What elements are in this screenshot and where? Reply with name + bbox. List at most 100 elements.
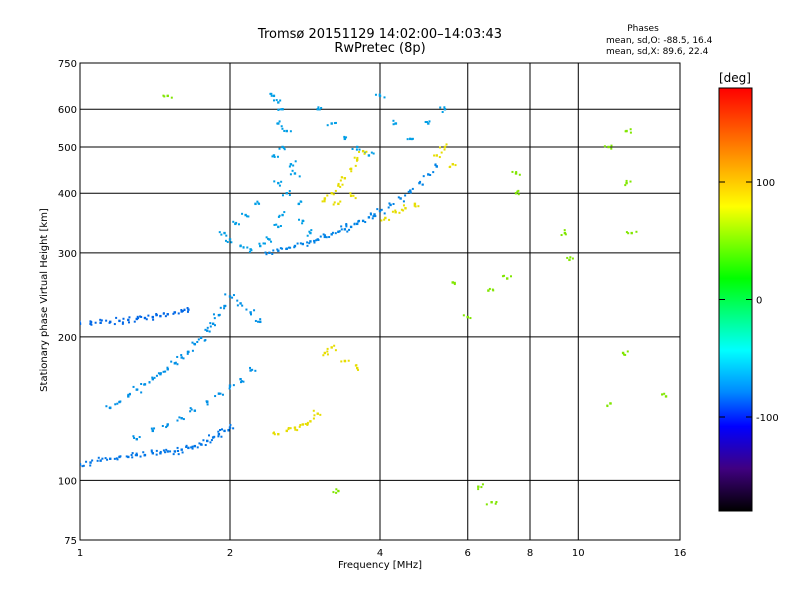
data-point	[289, 246, 292, 249]
data-point	[130, 453, 133, 456]
data-point	[306, 421, 309, 424]
data-point	[315, 239, 318, 242]
legend-line-o: mean, sd,O: -88.5, 16.4	[606, 36, 713, 46]
data-point	[101, 457, 104, 460]
data-point	[277, 225, 280, 229]
data-point	[372, 152, 375, 155]
data-point	[440, 151, 443, 154]
data-point	[355, 366, 359, 370]
data-point	[186, 350, 189, 353]
data-point	[624, 353, 627, 356]
data-point	[339, 200, 342, 203]
data-point	[300, 200, 303, 203]
data-point	[246, 215, 249, 218]
data-point	[205, 329, 209, 332]
data-point	[248, 250, 251, 253]
data-point	[279, 224, 282, 227]
data-point	[249, 369, 252, 372]
data-point	[438, 146, 441, 149]
data-point	[174, 361, 177, 364]
data-point	[451, 281, 454, 284]
data-point	[273, 433, 276, 436]
data-point	[236, 304, 239, 307]
x-tick-label: 8	[527, 548, 533, 559]
data-point	[151, 377, 155, 381]
data-point	[142, 451, 145, 454]
data-point	[394, 209, 397, 212]
data-point	[159, 450, 162, 453]
x-tick-label: 10	[572, 548, 585, 559]
data-point	[272, 99, 275, 102]
data-point	[232, 220, 235, 223]
data-point	[335, 491, 338, 494]
data-point	[518, 173, 521, 176]
data-point	[270, 94, 273, 97]
data-point	[214, 395, 217, 398]
data-point	[135, 438, 138, 441]
data-point	[319, 413, 322, 416]
data-point	[409, 189, 412, 192]
data-point	[191, 341, 194, 344]
data-point	[462, 314, 465, 317]
data-point	[318, 108, 321, 111]
data-point	[133, 436, 136, 439]
data-point	[299, 424, 302, 427]
x-tick-label: 4	[377, 548, 383, 559]
data-point	[277, 101, 280, 104]
data-point	[411, 138, 414, 141]
data-point	[354, 197, 357, 200]
data-point	[127, 393, 130, 396]
data-point	[136, 388, 139, 391]
data-point	[355, 145, 359, 149]
data-point	[121, 321, 124, 324]
data-point	[162, 449, 165, 452]
data-point	[278, 147, 281, 150]
data-point	[301, 222, 304, 225]
data-point	[166, 313, 169, 316]
data-point	[517, 189, 520, 192]
data-point	[229, 423, 232, 426]
data-point	[147, 314, 150, 317]
data-point	[298, 425, 301, 428]
data-point	[166, 94, 169, 98]
data-point	[76, 323, 78, 325]
data-point	[351, 147, 354, 150]
data-point	[137, 317, 140, 320]
data-point	[309, 231, 312, 235]
data-point	[409, 191, 412, 194]
data-point	[106, 458, 109, 461]
data-point	[481, 483, 484, 486]
data-point	[105, 405, 108, 408]
data-point	[115, 316, 118, 319]
data-point	[441, 110, 444, 113]
data-point	[323, 235, 327, 239]
data-point	[133, 320, 136, 323]
data-point	[308, 230, 311, 233]
data-point	[250, 249, 253, 252]
data-point	[219, 306, 222, 309]
data-point	[180, 448, 183, 451]
data-point	[143, 316, 147, 320]
data-point	[150, 450, 153, 453]
data-point	[389, 203, 392, 207]
data-point	[196, 340, 199, 343]
data-point	[380, 208, 383, 211]
data-point	[265, 236, 268, 239]
data-point	[211, 322, 215, 325]
data-point	[100, 319, 103, 322]
data-point	[199, 336, 203, 340]
data-point	[109, 457, 112, 460]
data-point	[249, 311, 252, 314]
data-point	[276, 122, 279, 125]
data-point	[339, 185, 342, 188]
data-point	[348, 228, 351, 231]
data-point	[93, 584, 95, 586]
data-point	[249, 313, 252, 316]
data-point	[275, 223, 278, 226]
data-point	[399, 197, 402, 200]
data-point	[212, 313, 215, 316]
data-point	[432, 171, 435, 174]
data-point	[207, 434, 210, 437]
data-point	[301, 423, 305, 426]
data-point	[85, 460, 88, 463]
